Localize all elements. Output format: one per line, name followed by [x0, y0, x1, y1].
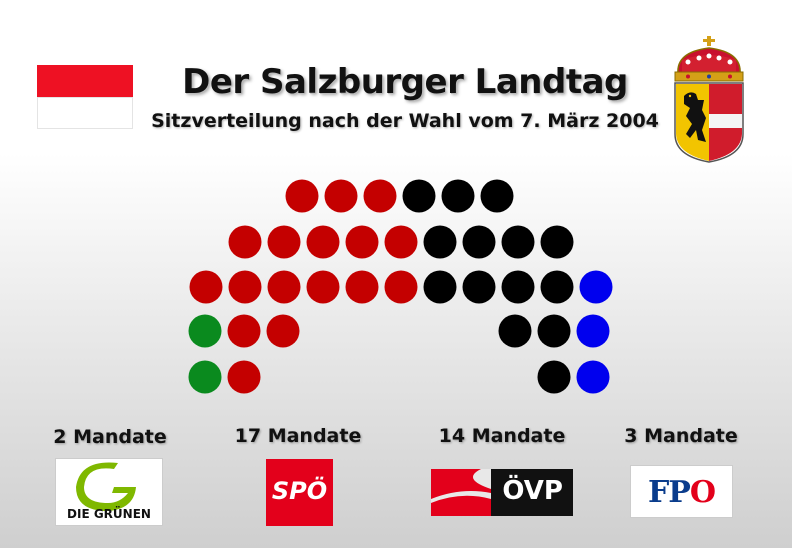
seat-oevp — [423, 225, 457, 259]
fpoe-logo-text-fp: FP — [648, 475, 691, 510]
flag-white-stripe — [37, 97, 133, 129]
seat-oevp — [537, 360, 571, 394]
seat-fpoe — [576, 360, 610, 394]
seat-fpoe — [576, 314, 610, 348]
flag-red-stripe — [37, 65, 133, 97]
oevp-logo-text: ÖVP — [502, 476, 563, 506]
seat-spoe — [324, 179, 358, 213]
seat-spoe — [285, 179, 319, 213]
page-title: Der Salzburger Landtag — [182, 62, 628, 102]
gruene-logo: DIE GRÜNEN — [55, 458, 163, 526]
seat-oevp — [480, 179, 514, 213]
spoe-logo: SPÖ — [266, 459, 333, 526]
seat-spoe — [363, 179, 397, 213]
oevp-logo: ÖVP — [431, 469, 573, 516]
page-subtitle: Sitzverteilung nach der Wahl vom 7. März… — [151, 110, 659, 132]
seat-spoe — [306, 225, 340, 259]
seat-gruene — [188, 314, 222, 348]
fpoe-logo-text-o: O — [689, 475, 716, 510]
seat-gruene — [188, 360, 222, 394]
mandate-count-spoe: 17 Mandate — [234, 425, 362, 447]
fpoe-logo: FPO — [630, 465, 733, 518]
seat-oevp — [462, 270, 496, 304]
seat-spoe — [227, 314, 261, 348]
seat-spoe — [189, 270, 223, 304]
mandate-count-gruene: 2 Mandate — [53, 426, 167, 448]
seat-oevp — [540, 225, 574, 259]
seat-oevp — [501, 225, 535, 259]
salzburg-flag — [37, 65, 133, 129]
seat-spoe — [267, 270, 301, 304]
seat-oevp — [423, 270, 457, 304]
seat-spoe — [306, 270, 340, 304]
seat-fpoe — [579, 270, 613, 304]
seat-spoe — [345, 270, 379, 304]
seat-spoe — [384, 270, 418, 304]
seat-oevp — [540, 270, 574, 304]
seat-oevp — [441, 179, 475, 213]
seat-oevp — [537, 314, 571, 348]
mandate-count-fpoe: 3 Mandate — [624, 425, 738, 447]
seat-oevp — [501, 270, 535, 304]
spoe-logo-text: SPÖ — [271, 477, 328, 505]
seat-spoe — [267, 225, 301, 259]
oevp-flag-icon — [431, 469, 491, 516]
seat-oevp — [462, 225, 496, 259]
mandate-count-oevp: 14 Mandate — [438, 425, 566, 447]
seat-oevp — [402, 179, 436, 213]
seat-spoe — [228, 270, 262, 304]
salzburg-coat-of-arms-icon — [674, 36, 744, 163]
gruene-logo-text: DIE GRÜNEN — [67, 507, 151, 521]
seat-oevp — [498, 314, 532, 348]
seat-spoe — [345, 225, 379, 259]
seat-spoe — [384, 225, 418, 259]
seat-spoe — [266, 314, 300, 348]
seat-spoe — [227, 360, 261, 394]
seat-spoe — [228, 225, 262, 259]
fpoe-logo-text: FPO — [631, 475, 732, 510]
